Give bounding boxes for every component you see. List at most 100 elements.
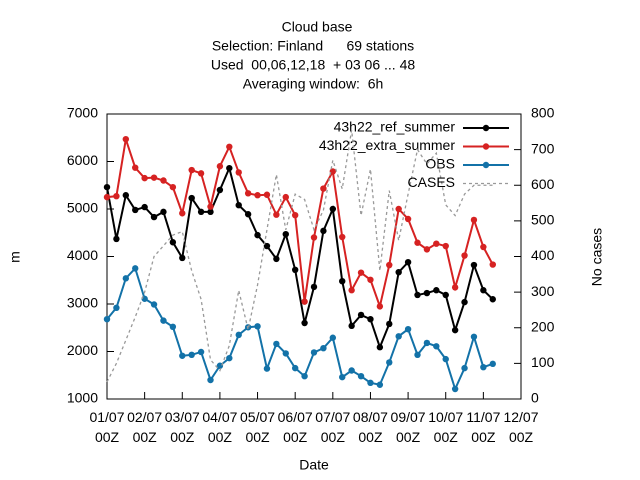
- chart-title: Cloud base: [282, 19, 353, 35]
- x-tick-label: 12/07 00Z: [503, 409, 539, 445]
- legend-label: 43h22_extra_summer: [319, 137, 456, 153]
- y-tick-label: 5000: [67, 200, 98, 216]
- point: [216, 186, 224, 194]
- legend-marker: [482, 143, 490, 150]
- point: [404, 325, 412, 333]
- point: [207, 376, 214, 384]
- point: [339, 278, 346, 285]
- point: [103, 183, 111, 191]
- point: [480, 243, 487, 251]
- x-tick-label: 04/07 00Z: [202, 409, 238, 445]
- point: [489, 261, 496, 268]
- point: [339, 233, 346, 241]
- y2-tick-label: 200: [531, 318, 555, 334]
- y2-tick-label: 600: [531, 176, 555, 192]
- point: [273, 255, 280, 263]
- point: [197, 170, 205, 177]
- point: [301, 319, 308, 327]
- point: [357, 373, 365, 380]
- point: [310, 234, 318, 241]
- point: [207, 208, 214, 216]
- point: [103, 316, 111, 323]
- point: [169, 323, 177, 330]
- point: [489, 296, 496, 303]
- point: [367, 379, 374, 387]
- point: [310, 283, 318, 291]
- point: [433, 287, 440, 294]
- point: [132, 164, 139, 171]
- point: [470, 216, 478, 224]
- point: [404, 259, 412, 266]
- legend-label: CASES: [408, 174, 455, 190]
- y2-tick-label: 0: [531, 390, 539, 406]
- x-tick-label: 02/07 00Z: [127, 409, 163, 445]
- point: [433, 343, 440, 350]
- point: [188, 194, 195, 202]
- y2-tick-label: 400: [531, 247, 555, 263]
- subtitle: Used 00,06,12,18 + 03 06 ... 48: [211, 57, 416, 73]
- point: [451, 326, 459, 334]
- point: [489, 360, 496, 368]
- point: [386, 261, 393, 269]
- x-tick-label: 06/07 00Z: [277, 409, 313, 445]
- point: [451, 284, 459, 291]
- point: [461, 252, 468, 259]
- point: [263, 242, 271, 250]
- point: [451, 385, 459, 393]
- y2-tick-label: 300: [531, 283, 555, 299]
- point: [423, 289, 431, 297]
- point: [376, 303, 384, 310]
- point: [310, 349, 318, 356]
- point: [480, 363, 487, 371]
- point: [367, 316, 374, 323]
- point: [320, 185, 327, 192]
- point: [470, 333, 478, 340]
- point: [244, 190, 252, 197]
- point: [197, 208, 205, 216]
- y-tick-label: 2000: [67, 342, 98, 358]
- x-axis-label: Date: [299, 457, 329, 473]
- point: [254, 192, 261, 199]
- point: [348, 367, 355, 374]
- point: [216, 163, 224, 170]
- point: [339, 373, 346, 381]
- series-line: [106, 129, 493, 383]
- y2-tick-label: 800: [531, 105, 555, 121]
- point: [461, 364, 468, 372]
- y2-tick-label: 500: [531, 212, 555, 228]
- point: [103, 193, 111, 201]
- x-tick-label: 08/07 00Z: [352, 409, 388, 445]
- plot-frame: [106, 113, 522, 400]
- point: [282, 230, 289, 238]
- point: [188, 351, 195, 359]
- point: [216, 362, 224, 369]
- point: [376, 344, 384, 351]
- y-tick-label: 4000: [67, 247, 98, 263]
- point: [329, 205, 337, 213]
- x-tick-label: 05/07 00Z: [240, 409, 276, 445]
- x-tick-label: 10/07 00Z: [428, 409, 464, 445]
- subtitle: Selection: Finland 69 stations: [212, 38, 414, 54]
- point: [150, 174, 158, 181]
- y-tick-label: 1000: [67, 390, 98, 406]
- point: [273, 211, 280, 218]
- point: [442, 242, 449, 250]
- point: [386, 320, 393, 328]
- point: [207, 203, 214, 210]
- point: [235, 202, 242, 209]
- point: [348, 322, 355, 330]
- point: [320, 344, 327, 352]
- point: [386, 359, 393, 366]
- y2-axis-label: No cases: [589, 228, 605, 286]
- point: [160, 208, 167, 216]
- point: [291, 266, 299, 273]
- point: [141, 203, 148, 211]
- point: [141, 174, 148, 182]
- point: [329, 168, 337, 175]
- point: [291, 364, 299, 372]
- point: [470, 261, 478, 269]
- point: [480, 287, 487, 294]
- point: [226, 354, 233, 362]
